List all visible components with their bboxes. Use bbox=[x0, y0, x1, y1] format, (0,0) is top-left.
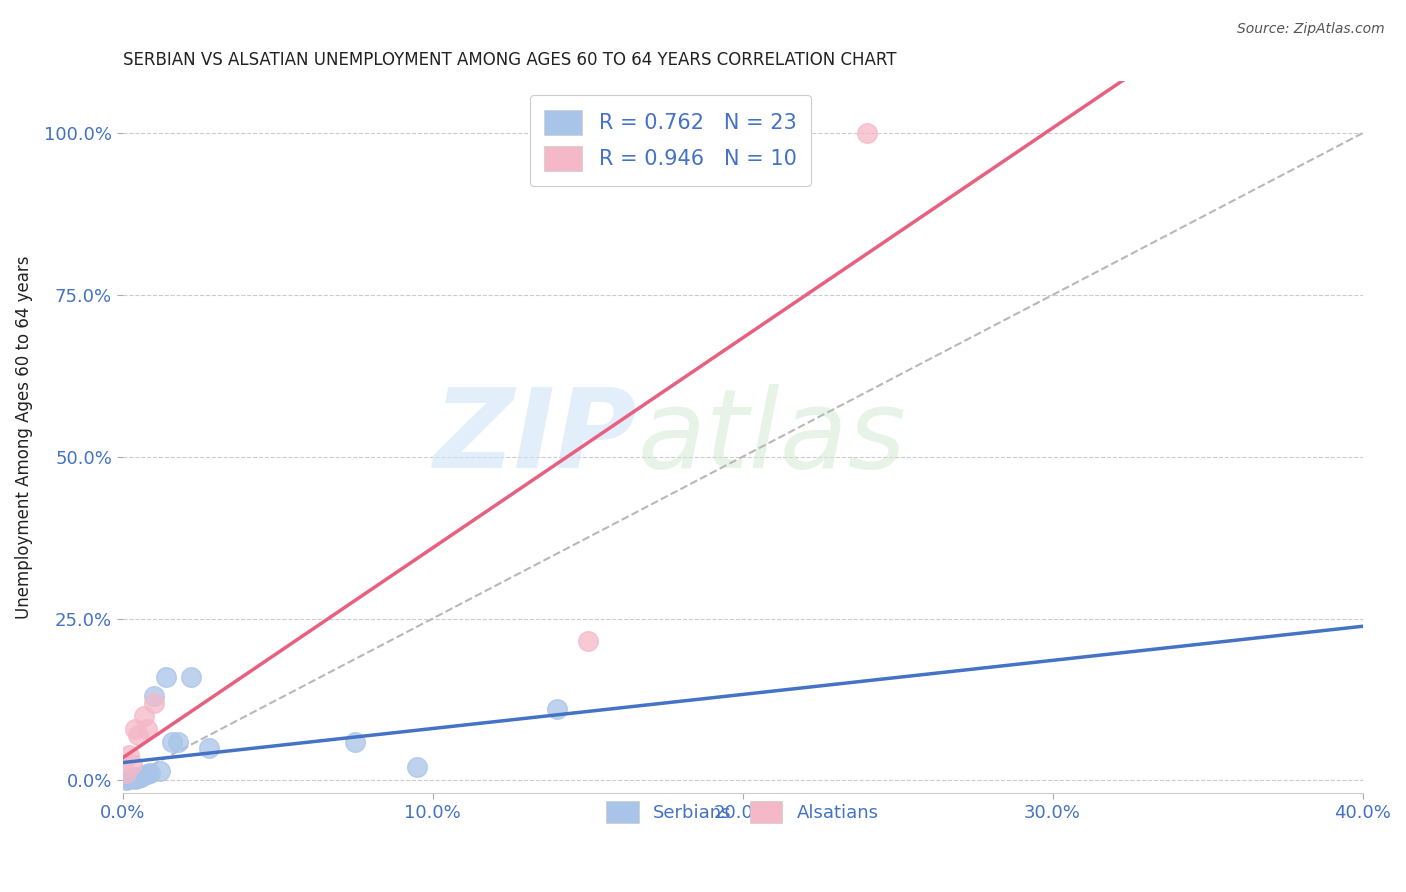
Point bbox=[139, 765, 162, 780]
Y-axis label: Unemployment Among Ages 60 to 64 years: Unemployment Among Ages 60 to 64 years bbox=[15, 256, 32, 619]
Point bbox=[344, 734, 367, 748]
Point bbox=[134, 708, 156, 723]
Point bbox=[127, 771, 149, 785]
Text: Source: ZipAtlas.com: Source: ZipAtlas.com bbox=[1237, 22, 1385, 37]
Point bbox=[127, 770, 149, 784]
Point bbox=[576, 634, 599, 648]
Point bbox=[121, 772, 143, 786]
Point bbox=[142, 696, 165, 710]
Point bbox=[406, 760, 429, 774]
Point bbox=[134, 768, 156, 782]
Point bbox=[118, 772, 141, 786]
Point bbox=[124, 722, 146, 736]
Legend: Serbians, Alsatians: Serbians, Alsatians bbox=[596, 790, 890, 834]
Text: ZIP: ZIP bbox=[433, 384, 637, 491]
Point bbox=[160, 734, 183, 748]
Point bbox=[118, 772, 141, 786]
Point bbox=[127, 728, 149, 742]
Point bbox=[546, 702, 568, 716]
Point bbox=[855, 126, 877, 140]
Point bbox=[142, 690, 165, 704]
Point bbox=[129, 770, 152, 784]
Point bbox=[118, 747, 141, 762]
Text: SERBIAN VS ALSATIAN UNEMPLOYMENT AMONG AGES 60 TO 64 YEARS CORRELATION CHART: SERBIAN VS ALSATIAN UNEMPLOYMENT AMONG A… bbox=[122, 51, 896, 69]
Point bbox=[149, 764, 172, 778]
Text: atlas: atlas bbox=[637, 384, 905, 491]
Point bbox=[121, 771, 143, 785]
Point bbox=[121, 757, 143, 772]
Point bbox=[198, 741, 221, 756]
Point bbox=[124, 772, 146, 786]
Point bbox=[180, 670, 202, 684]
Point bbox=[114, 765, 136, 780]
Point bbox=[155, 670, 177, 684]
Point bbox=[136, 722, 159, 736]
Point bbox=[167, 734, 190, 748]
Point bbox=[124, 770, 146, 784]
Point bbox=[114, 772, 136, 787]
Point bbox=[136, 767, 159, 781]
